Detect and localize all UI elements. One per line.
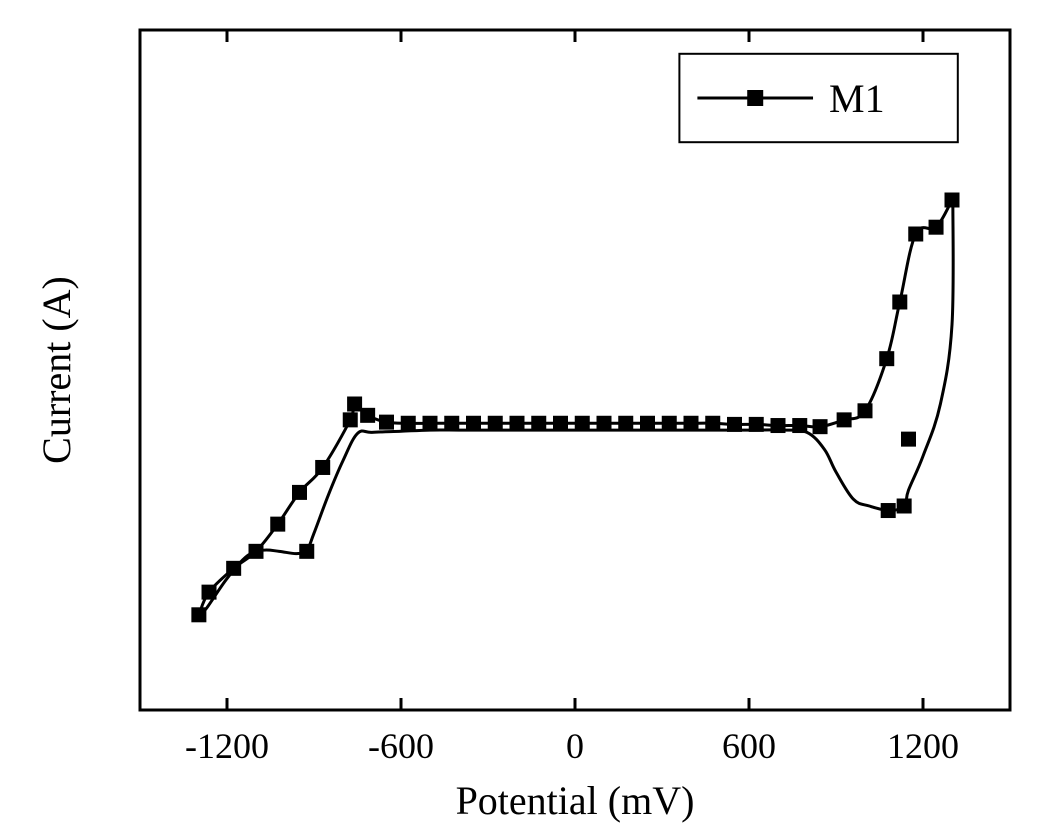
series-marker: [684, 416, 698, 430]
legend-marker: [747, 90, 763, 106]
series-marker: [202, 585, 216, 599]
y-axis-label: Current (A): [34, 276, 79, 464]
series-marker: [881, 504, 895, 518]
series-marker: [749, 417, 763, 431]
series-marker: [423, 416, 437, 430]
x-tick-label: 1200: [887, 726, 959, 766]
series-marker: [575, 416, 589, 430]
x-tick-label: 600: [722, 726, 776, 766]
series-marker: [401, 416, 415, 430]
series-marker: [662, 416, 676, 430]
series-marker: [619, 416, 633, 430]
series-marker: [316, 460, 330, 474]
x-tick-label: -1200: [185, 726, 269, 766]
x-axis-label: Potential (mV): [456, 778, 695, 823]
series-marker: [532, 416, 546, 430]
series-marker: [343, 413, 357, 427]
series-marker: [728, 417, 742, 431]
series-marker: [488, 416, 502, 430]
series-marker: [858, 404, 872, 418]
series-marker: [813, 420, 827, 434]
series-marker: [897, 499, 911, 513]
series-marker: [467, 416, 481, 430]
series-marker: [929, 220, 943, 234]
series-marker: [361, 408, 375, 422]
cv-chart: -1200 -600 0 600 1200 Potential (mV) Current (…: [0, 0, 1054, 839]
series-marker: [706, 416, 720, 430]
series-marker: [597, 416, 611, 430]
series-marker: [909, 227, 923, 241]
series-marker: [445, 416, 459, 430]
series-marker: [902, 432, 916, 446]
series-marker: [641, 416, 655, 430]
series-marker: [893, 295, 907, 309]
series-marker: [348, 397, 362, 411]
series-marker: [192, 608, 206, 622]
x-tick-label: 0: [566, 726, 584, 766]
series-marker: [510, 416, 524, 430]
series-marker: [271, 517, 285, 531]
series-marker: [771, 419, 785, 433]
series-marker: [380, 415, 394, 429]
chart-svg: -1200 -600 0 600 1200 Potential (mV) Current (…: [0, 0, 1054, 839]
x-tick-label: -600: [368, 726, 434, 766]
series-marker: [293, 485, 307, 499]
series-marker: [945, 193, 959, 207]
series-marker: [554, 416, 568, 430]
series-marker: [793, 419, 807, 433]
series-marker: [227, 561, 241, 575]
series-marker: [300, 544, 314, 558]
series-marker: [249, 544, 263, 558]
series-marker: [880, 352, 894, 366]
legend-label: M1: [829, 76, 885, 121]
chart-background: [0, 0, 1054, 839]
series-marker: [837, 413, 851, 427]
